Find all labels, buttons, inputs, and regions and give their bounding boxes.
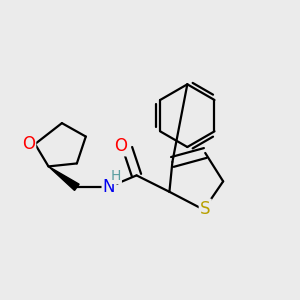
Text: H: H [110, 169, 121, 183]
Text: S: S [200, 200, 211, 218]
Text: N: N [103, 178, 115, 196]
Polygon shape [49, 167, 79, 191]
Text: O: O [22, 135, 35, 153]
Text: O: O [115, 137, 128, 155]
